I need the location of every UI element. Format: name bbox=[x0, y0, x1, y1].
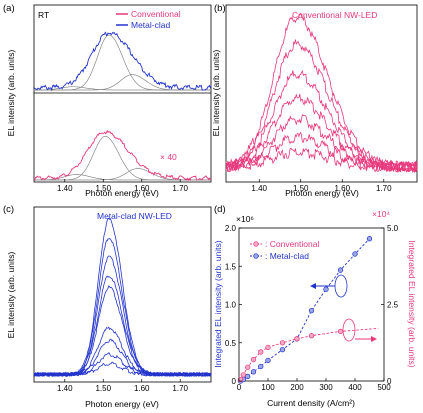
panel-b-ylabel: EL intensity (arb. units) bbox=[211, 50, 221, 137]
panel-d-point-metal-clad bbox=[337, 267, 344, 273]
panel-a-xlabel: Photon energy (eV) bbox=[85, 188, 159, 198]
panel-d-point-conventional bbox=[250, 356, 257, 363]
panel-a-condition: RT bbox=[38, 10, 49, 20]
scale-annotation: × 40 bbox=[160, 152, 177, 162]
panel-label-a: (a) bbox=[3, 3, 15, 14]
panel-c-spectrum bbox=[33, 361, 212, 378]
panel-b-xlabel: Photon energy (eV) bbox=[285, 188, 359, 198]
panel-d-point-metal-clad bbox=[265, 357, 271, 363]
legend-conventional: Conventional bbox=[131, 9, 181, 19]
panel-d-point-conventional bbox=[337, 328, 344, 335]
panel-a-fit-curve bbox=[34, 74, 211, 91]
panel-d-point-metal-clad bbox=[352, 251, 358, 257]
panel-d: ×10⁶ ×10⁴ 0 100 200 300 400 50000.51.01.52.00… bbox=[213, 209, 417, 408]
panel-b-title: Conventional NW-LED bbox=[292, 10, 377, 20]
panel-d-ylabel-left: Integrated EL intensity (arb. units) bbox=[213, 240, 223, 367]
panel-d-ytick-right-label: 5.0 bbox=[387, 224, 399, 233]
panel-a-spectrum-conventional bbox=[33, 129, 212, 182]
panel-d-left-multiplier: ×10⁶ bbox=[236, 214, 254, 224]
panel-c-xtick-label: 1.70 bbox=[172, 384, 188, 393]
panel-d-ytick-left-label: 0 bbox=[232, 377, 237, 386]
panel-d-xtick-label: 0 bbox=[237, 383, 242, 392]
panel-d-xlabel: Current density (A/cm²) bbox=[267, 398, 355, 408]
panel-d-point-conventional bbox=[308, 333, 315, 339]
right-axis-indicator-ellipse bbox=[342, 318, 356, 342]
legend-d-marker-metal-clad bbox=[253, 253, 259, 259]
panel-c-xtick-label: 1.40 bbox=[57, 384, 73, 393]
panel-label-d: (d) bbox=[214, 204, 226, 215]
panel-b-spectrum bbox=[225, 147, 418, 173]
panel-c-ylabel: EL intensity (arb. units) bbox=[6, 252, 16, 339]
left-axis-indicator-ellipse bbox=[334, 274, 348, 298]
panel-d-point-conventional bbox=[279, 340, 286, 346]
panel-d-point-metal-clad bbox=[245, 373, 251, 380]
legend-d-conventional: : Conventional bbox=[265, 239, 319, 249]
panel-d-xtick-label: 400 bbox=[348, 383, 362, 392]
panel-d-point-conventional bbox=[245, 364, 251, 370]
panel-c-xtick-label: 1.50 bbox=[95, 384, 111, 393]
panel-a-ylabel: EL intensity (arb. units) bbox=[6, 50, 16, 137]
panel-d-point-metal-clad bbox=[323, 286, 329, 292]
panel-b-xtick-label: 1.40 bbox=[251, 184, 267, 193]
left-axis-arrowhead bbox=[310, 283, 316, 289]
legend-d-metal-clad: : Metal-clad bbox=[265, 251, 309, 261]
panel-d-xtick-label: 500 bbox=[377, 383, 391, 392]
panel-a-xtick-label: 1.40 bbox=[57, 184, 73, 193]
panel-b-spectrum bbox=[225, 131, 418, 173]
panel-b-spectrum bbox=[225, 39, 418, 172]
panel-c-xlabel: Photon energy (eV) bbox=[85, 399, 159, 409]
panel-a: RT Conventional Metal-clad × 40 1.40 1.50… bbox=[6, 4, 212, 198]
legend-metal-clad: Metal-clad bbox=[131, 20, 170, 30]
panel-d-point-metal-clad bbox=[279, 346, 286, 353]
panel-b-spectrum bbox=[225, 93, 418, 173]
panel-a-spectrum-metal-clad bbox=[33, 31, 212, 92]
right-axis-arrowhead bbox=[371, 336, 377, 342]
panel-d-frame bbox=[238, 227, 385, 382]
panel-d-xtick-label: 200 bbox=[290, 383, 304, 392]
panel-d-ytick-left-label: 1.5 bbox=[225, 262, 237, 271]
panel-d-ytick-right-label: 0 bbox=[387, 377, 392, 386]
panel-a-xtick-label: 1.50 bbox=[95, 184, 111, 193]
panel-d-xtick-label: 100 bbox=[261, 383, 275, 392]
panel-d-ytick-left-label: 2.0 bbox=[225, 224, 237, 233]
panel-d-xtick-label: 300 bbox=[319, 383, 333, 392]
panel-d-point-conventional bbox=[240, 372, 247, 378]
panel-d-point-metal-clad bbox=[366, 236, 373, 242]
panel-c-spectrum bbox=[33, 338, 212, 378]
panel-label-c: (c) bbox=[3, 204, 14, 215]
panel-d-ytick-left-label: 1.0 bbox=[225, 301, 237, 310]
panel-d-point-conventional bbox=[294, 336, 300, 342]
panel-b-spectrum bbox=[225, 70, 418, 174]
panel-d-point-metal-clad bbox=[258, 363, 264, 370]
panel-d-ytick-right-label: 2.5 bbox=[387, 301, 399, 310]
panel-b-xtick-label: 1.60 bbox=[334, 184, 350, 193]
panel-d-point-conventional bbox=[265, 344, 271, 350]
panel-a-xtick-label: 1.70 bbox=[172, 184, 188, 193]
panel-label-b: (b) bbox=[214, 3, 226, 14]
panel-a-frame bbox=[33, 4, 212, 183]
panel-a-fit-curve bbox=[34, 34, 211, 91]
panel-b-frame bbox=[225, 4, 418, 183]
panel-b-xtick-label: 1.70 bbox=[376, 184, 392, 193]
panel-a-xtick-label: 1.60 bbox=[134, 184, 150, 193]
panel-b-xtick-label: 1.50 bbox=[293, 184, 309, 193]
panel-d-point-metal-clad bbox=[308, 307, 315, 314]
panel-d-ylabel-right: Integrated EL intensity (arb. units) bbox=[407, 240, 417, 367]
panel-c: Metal-clad NW-LED 1.40 1.50 1.60 1.70 Photo… bbox=[6, 206, 212, 409]
panel-a-fit-curve bbox=[34, 168, 211, 181]
panel-c-spectrum bbox=[34, 275, 212, 377]
panel-c-title: Metal-clad NW-LED bbox=[97, 211, 172, 221]
panel-d-point-metal-clad bbox=[250, 369, 257, 375]
panel-c-spectrum bbox=[33, 238, 212, 378]
panel-c-xtick-label: 1.60 bbox=[134, 384, 150, 393]
panel-c-frame bbox=[33, 206, 212, 383]
panel-c-spectrum bbox=[33, 326, 212, 377]
panel-d-ytick-left-label: 0.5 bbox=[225, 339, 237, 348]
legend-d-marker-conventional bbox=[253, 241, 259, 247]
panel-b: Conventional NW-LED 1.40 1.50 1.60 1.70 Pho… bbox=[211, 4, 418, 198]
panel-d-right-multiplier: ×10⁴ bbox=[372, 209, 390, 219]
panel-d-point-conventional bbox=[258, 349, 264, 355]
